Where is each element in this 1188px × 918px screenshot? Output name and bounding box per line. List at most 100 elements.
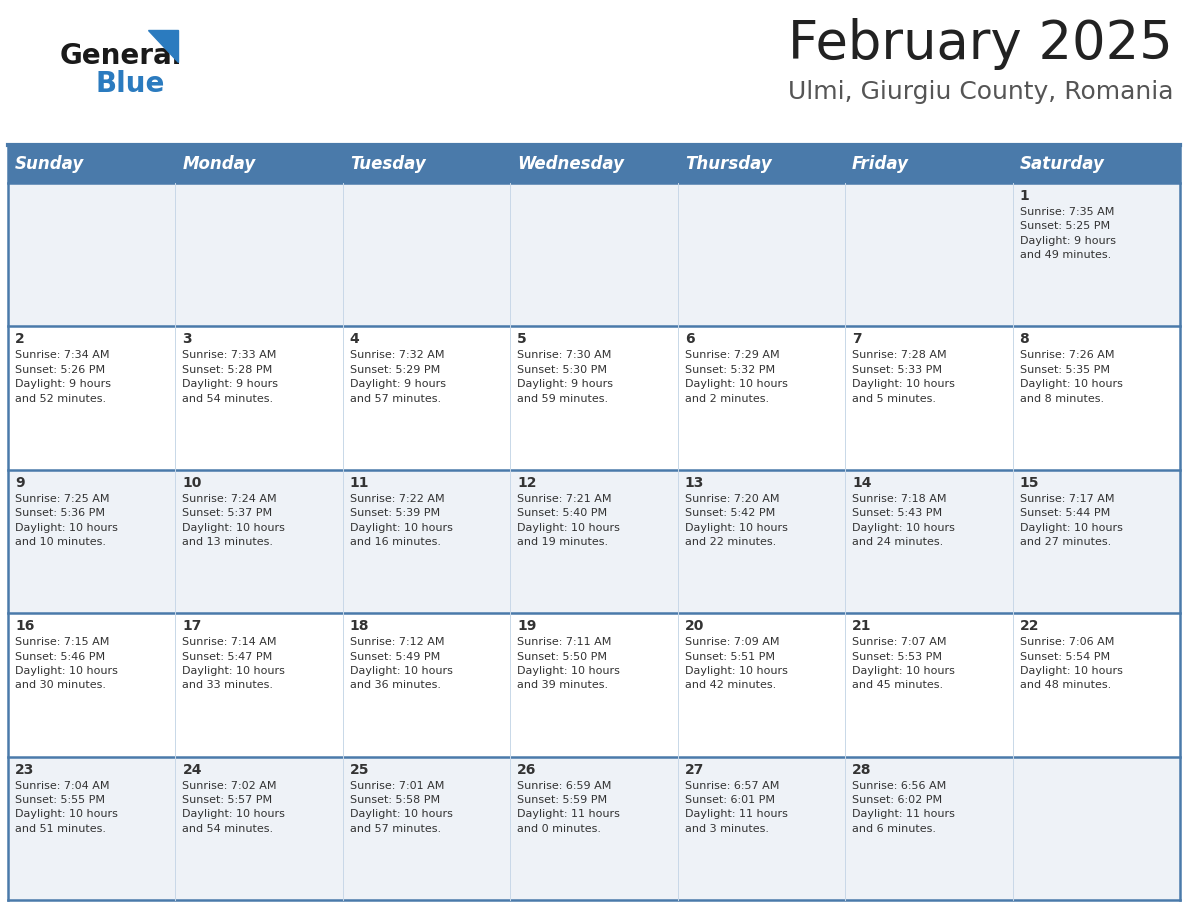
Text: 26: 26 bbox=[517, 763, 537, 777]
Bar bbox=[1012, 756, 1180, 900]
Bar bbox=[511, 756, 677, 900]
Bar bbox=[343, 470, 511, 613]
Bar bbox=[677, 613, 845, 756]
Bar bbox=[343, 145, 511, 183]
Bar bbox=[1012, 613, 1180, 756]
Text: 10: 10 bbox=[183, 476, 202, 490]
Bar bbox=[343, 756, 511, 900]
Text: Sunrise: 7:06 AM
Sunset: 5:54 PM
Daylight: 10 hours
and 48 minutes.: Sunrise: 7:06 AM Sunset: 5:54 PM Dayligh… bbox=[1019, 637, 1123, 690]
Text: 13: 13 bbox=[684, 476, 704, 490]
Text: 28: 28 bbox=[852, 763, 872, 777]
Text: Tuesday: Tuesday bbox=[349, 155, 425, 173]
Text: Sunrise: 7:24 AM
Sunset: 5:37 PM
Daylight: 10 hours
and 13 minutes.: Sunrise: 7:24 AM Sunset: 5:37 PM Dayligh… bbox=[183, 494, 285, 547]
Bar bbox=[1012, 470, 1180, 613]
Bar bbox=[845, 145, 1012, 183]
Text: Sunrise: 6:56 AM
Sunset: 6:02 PM
Daylight: 11 hours
and 6 minutes.: Sunrise: 6:56 AM Sunset: 6:02 PM Dayligh… bbox=[852, 780, 955, 834]
Text: 17: 17 bbox=[183, 620, 202, 633]
Bar bbox=[343, 183, 511, 327]
Text: Sunrise: 7:34 AM
Sunset: 5:26 PM
Daylight: 9 hours
and 52 minutes.: Sunrise: 7:34 AM Sunset: 5:26 PM Dayligh… bbox=[15, 351, 110, 404]
Text: Sunrise: 7:15 AM
Sunset: 5:46 PM
Daylight: 10 hours
and 30 minutes.: Sunrise: 7:15 AM Sunset: 5:46 PM Dayligh… bbox=[15, 637, 118, 690]
Bar bbox=[511, 183, 677, 327]
Text: Sunrise: 7:01 AM
Sunset: 5:58 PM
Daylight: 10 hours
and 57 minutes.: Sunrise: 7:01 AM Sunset: 5:58 PM Dayligh… bbox=[349, 780, 453, 834]
Text: Sunrise: 7:28 AM
Sunset: 5:33 PM
Daylight: 10 hours
and 5 minutes.: Sunrise: 7:28 AM Sunset: 5:33 PM Dayligh… bbox=[852, 351, 955, 404]
Bar bbox=[343, 327, 511, 470]
Bar bbox=[511, 613, 677, 756]
Bar bbox=[176, 327, 343, 470]
Text: 18: 18 bbox=[349, 620, 369, 633]
Bar bbox=[677, 470, 845, 613]
Text: Sunrise: 6:59 AM
Sunset: 5:59 PM
Daylight: 11 hours
and 0 minutes.: Sunrise: 6:59 AM Sunset: 5:59 PM Dayligh… bbox=[517, 780, 620, 834]
Text: 7: 7 bbox=[852, 332, 861, 346]
Text: 24: 24 bbox=[183, 763, 202, 777]
Text: 15: 15 bbox=[1019, 476, 1040, 490]
Text: Sunrise: 7:09 AM
Sunset: 5:51 PM
Daylight: 10 hours
and 42 minutes.: Sunrise: 7:09 AM Sunset: 5:51 PM Dayligh… bbox=[684, 637, 788, 690]
Bar bbox=[511, 327, 677, 470]
Text: Monday: Monday bbox=[183, 155, 255, 173]
Bar bbox=[845, 613, 1012, 756]
Bar bbox=[677, 145, 845, 183]
Text: Sunrise: 7:32 AM
Sunset: 5:29 PM
Daylight: 9 hours
and 57 minutes.: Sunrise: 7:32 AM Sunset: 5:29 PM Dayligh… bbox=[349, 351, 446, 404]
Text: Sunrise: 7:21 AM
Sunset: 5:40 PM
Daylight: 10 hours
and 19 minutes.: Sunrise: 7:21 AM Sunset: 5:40 PM Dayligh… bbox=[517, 494, 620, 547]
Text: Sunrise: 7:18 AM
Sunset: 5:43 PM
Daylight: 10 hours
and 24 minutes.: Sunrise: 7:18 AM Sunset: 5:43 PM Dayligh… bbox=[852, 494, 955, 547]
Bar bbox=[845, 327, 1012, 470]
Text: 27: 27 bbox=[684, 763, 704, 777]
Text: 2: 2 bbox=[15, 332, 25, 346]
Text: February 2025: February 2025 bbox=[789, 18, 1173, 70]
Bar bbox=[8, 327, 176, 470]
Bar bbox=[845, 183, 1012, 327]
Text: Sunrise: 7:04 AM
Sunset: 5:55 PM
Daylight: 10 hours
and 51 minutes.: Sunrise: 7:04 AM Sunset: 5:55 PM Dayligh… bbox=[15, 780, 118, 834]
Text: Sunrise: 7:33 AM
Sunset: 5:28 PM
Daylight: 9 hours
and 54 minutes.: Sunrise: 7:33 AM Sunset: 5:28 PM Dayligh… bbox=[183, 351, 278, 404]
Text: 25: 25 bbox=[349, 763, 369, 777]
Text: 20: 20 bbox=[684, 620, 704, 633]
Text: Sunrise: 7:35 AM
Sunset: 5:25 PM
Daylight: 9 hours
and 49 minutes.: Sunrise: 7:35 AM Sunset: 5:25 PM Dayligh… bbox=[1019, 207, 1116, 260]
Text: Saturday: Saturday bbox=[1019, 155, 1105, 173]
Bar bbox=[176, 613, 343, 756]
Text: 6: 6 bbox=[684, 332, 694, 346]
Text: Friday: Friday bbox=[852, 155, 909, 173]
Bar bbox=[677, 756, 845, 900]
Bar bbox=[8, 756, 176, 900]
Text: Sunrise: 7:02 AM
Sunset: 5:57 PM
Daylight: 10 hours
and 54 minutes.: Sunrise: 7:02 AM Sunset: 5:57 PM Dayligh… bbox=[183, 780, 285, 834]
Text: 11: 11 bbox=[349, 476, 369, 490]
Text: 8: 8 bbox=[1019, 332, 1029, 346]
Bar bbox=[8, 145, 176, 183]
Polygon shape bbox=[148, 30, 178, 62]
Bar bbox=[176, 145, 343, 183]
Text: 3: 3 bbox=[183, 332, 192, 346]
Bar bbox=[176, 470, 343, 613]
Bar bbox=[845, 756, 1012, 900]
Text: Sunrise: 7:11 AM
Sunset: 5:50 PM
Daylight: 10 hours
and 39 minutes.: Sunrise: 7:11 AM Sunset: 5:50 PM Dayligh… bbox=[517, 637, 620, 690]
Bar bbox=[8, 613, 176, 756]
Bar bbox=[677, 327, 845, 470]
Text: Sunrise: 7:14 AM
Sunset: 5:47 PM
Daylight: 10 hours
and 33 minutes.: Sunrise: 7:14 AM Sunset: 5:47 PM Dayligh… bbox=[183, 637, 285, 690]
Text: Sunday: Sunday bbox=[15, 155, 84, 173]
Text: Sunrise: 7:25 AM
Sunset: 5:36 PM
Daylight: 10 hours
and 10 minutes.: Sunrise: 7:25 AM Sunset: 5:36 PM Dayligh… bbox=[15, 494, 118, 547]
Text: Blue: Blue bbox=[95, 70, 164, 98]
Text: 4: 4 bbox=[349, 332, 360, 346]
Bar bbox=[677, 183, 845, 327]
Bar bbox=[8, 183, 176, 327]
Bar bbox=[176, 183, 343, 327]
Text: Thursday: Thursday bbox=[684, 155, 771, 173]
Text: Sunrise: 7:17 AM
Sunset: 5:44 PM
Daylight: 10 hours
and 27 minutes.: Sunrise: 7:17 AM Sunset: 5:44 PM Dayligh… bbox=[1019, 494, 1123, 547]
Text: 21: 21 bbox=[852, 620, 872, 633]
Text: Sunrise: 6:57 AM
Sunset: 6:01 PM
Daylight: 11 hours
and 3 minutes.: Sunrise: 6:57 AM Sunset: 6:01 PM Dayligh… bbox=[684, 780, 788, 834]
Text: General: General bbox=[61, 42, 183, 70]
Text: Ulmi, Giurgiu County, Romania: Ulmi, Giurgiu County, Romania bbox=[788, 80, 1173, 104]
Text: Sunrise: 7:29 AM
Sunset: 5:32 PM
Daylight: 10 hours
and 2 minutes.: Sunrise: 7:29 AM Sunset: 5:32 PM Dayligh… bbox=[684, 351, 788, 404]
Bar bbox=[8, 470, 176, 613]
Text: 1: 1 bbox=[1019, 189, 1029, 203]
Text: Sunrise: 7:26 AM
Sunset: 5:35 PM
Daylight: 10 hours
and 8 minutes.: Sunrise: 7:26 AM Sunset: 5:35 PM Dayligh… bbox=[1019, 351, 1123, 404]
Text: Sunrise: 7:20 AM
Sunset: 5:42 PM
Daylight: 10 hours
and 22 minutes.: Sunrise: 7:20 AM Sunset: 5:42 PM Dayligh… bbox=[684, 494, 788, 547]
Text: Sunrise: 7:07 AM
Sunset: 5:53 PM
Daylight: 10 hours
and 45 minutes.: Sunrise: 7:07 AM Sunset: 5:53 PM Dayligh… bbox=[852, 637, 955, 690]
Bar bbox=[1012, 183, 1180, 327]
Text: 22: 22 bbox=[1019, 620, 1040, 633]
Bar bbox=[845, 470, 1012, 613]
Text: 5: 5 bbox=[517, 332, 527, 346]
Bar bbox=[1012, 327, 1180, 470]
Text: 12: 12 bbox=[517, 476, 537, 490]
Bar bbox=[511, 470, 677, 613]
Bar bbox=[1012, 145, 1180, 183]
Text: 23: 23 bbox=[15, 763, 34, 777]
Bar bbox=[343, 613, 511, 756]
